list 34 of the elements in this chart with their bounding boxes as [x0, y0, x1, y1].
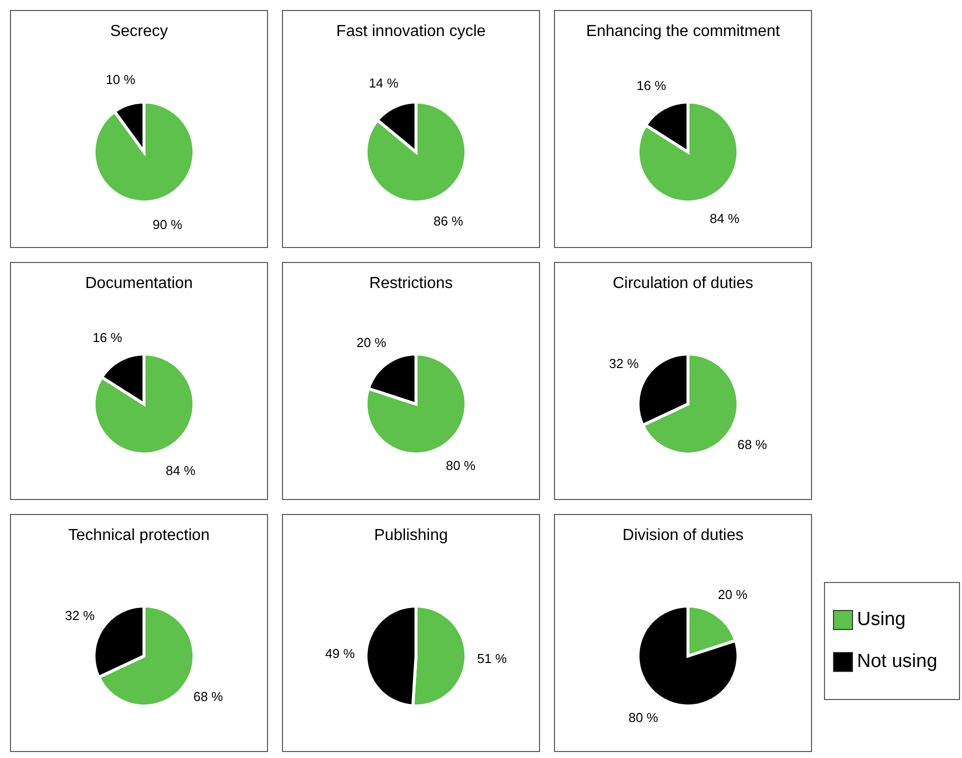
chart-title: Technical protection: [67, 526, 211, 546]
data-label: 20 %: [356, 335, 387, 350]
data-label: 68 %: [193, 689, 224, 704]
legend-label: Using: [857, 608, 906, 632]
chart-title: Circulation of duties: [612, 274, 754, 294]
data-label: 84 %: [166, 463, 196, 478]
data-label: 80 %: [446, 458, 476, 473]
data-label: 49 %: [325, 646, 356, 662]
data-label: 32 %: [609, 356, 640, 371]
legend-label: Not using: [857, 650, 938, 674]
chart-title: Documentation: [84, 274, 194, 294]
data-label: 14 %: [368, 76, 399, 91]
data-label: 80 %: [628, 710, 659, 725]
data-label: 90 %: [152, 216, 183, 232]
chart-title: Secrecy: [109, 22, 169, 42]
data-label: 68 %: [737, 437, 768, 452]
data-label: 20 %: [718, 587, 748, 602]
data-label: 16 %: [636, 78, 667, 93]
data-label: 86 %: [434, 213, 464, 228]
data-label: 51 %: [477, 650, 508, 666]
chart-title: Publishing: [373, 526, 449, 546]
pie-slice: [364, 352, 468, 456]
pie-slice: [636, 100, 740, 204]
pie-slice: [636, 604, 740, 708]
pie-slice: [364, 100, 468, 204]
data-label: 10 %: [106, 72, 136, 88]
data-label: 32 %: [65, 608, 96, 623]
chart-title: Restrictions: [368, 274, 454, 294]
data-label: 16 %: [92, 330, 123, 345]
chart-title: Division of duties: [622, 526, 744, 546]
chart-title: Fast innovation cycle: [335, 22, 487, 42]
data-label: 84 %: [710, 211, 740, 226]
chart-title: Enhancing the commitment: [585, 22, 781, 42]
pie-slice: [92, 352, 196, 456]
